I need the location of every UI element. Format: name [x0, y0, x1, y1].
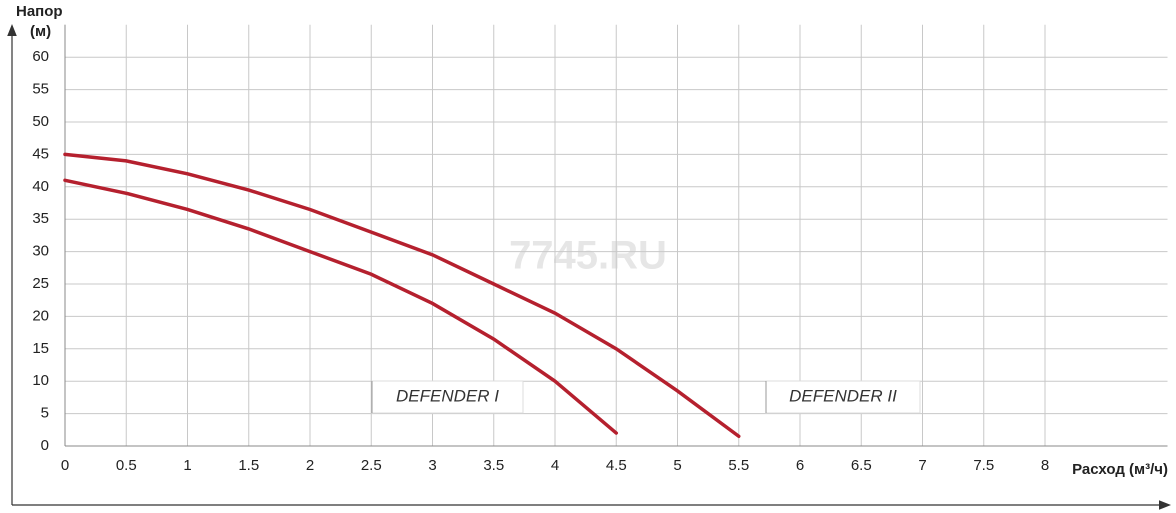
series-label: DEFENDER II: [789, 386, 897, 405]
x-tick-label: 3.5: [483, 457, 504, 474]
series-line: [63, 152, 741, 439]
x-tick-label: 5.5: [728, 457, 749, 474]
y-tick-label: 25: [32, 275, 49, 292]
x-axis-title: Расход (м³/ч): [1072, 461, 1168, 478]
y-tick-label: 0: [41, 437, 49, 454]
series-label-box: [371, 380, 524, 414]
x-tick-label: 8: [1041, 457, 1049, 474]
y-tick-label: 35: [32, 210, 49, 227]
y-tick-label: 5: [41, 405, 49, 422]
x-tick-label: 1.5: [238, 457, 259, 474]
series-label-box: [765, 380, 921, 414]
y-axis-title: Напор: [16, 3, 63, 20]
series-line: [63, 178, 618, 435]
x-tick-label: 4: [551, 457, 559, 474]
y-axis-unit: (м): [30, 23, 51, 40]
x-tick-label: 1: [183, 457, 191, 474]
x-tick-label: 2: [306, 457, 314, 474]
x-tick-label: 4.5: [606, 457, 627, 474]
y-tick-label: 30: [32, 243, 49, 260]
x-tick-label: 6.5: [851, 457, 872, 474]
y-tick-label: 15: [32, 340, 49, 357]
y-tick-label: 45: [32, 145, 49, 162]
y-tick-label: 50: [32, 113, 49, 130]
x-tick-label: 7.5: [973, 457, 994, 474]
series-label: DEFENDER I: [396, 386, 499, 405]
y-tick-label: 60: [32, 48, 49, 65]
x-tick-label: 5: [673, 457, 681, 474]
x-tick-label: 3: [428, 457, 436, 474]
y-tick-label: 10: [32, 372, 49, 389]
x-tick-label: 0.5: [116, 457, 137, 474]
watermark: 7745.RU: [509, 234, 667, 278]
y-tick-label: 55: [32, 81, 49, 98]
y-tick-label: 40: [32, 178, 49, 195]
x-tick-label: 0: [61, 457, 69, 474]
x-tick-label: 7: [918, 457, 926, 474]
x-tick-label: 6: [796, 457, 804, 474]
x-tick-label: 2.5: [361, 457, 382, 474]
y-tick-label: 20: [32, 307, 49, 324]
